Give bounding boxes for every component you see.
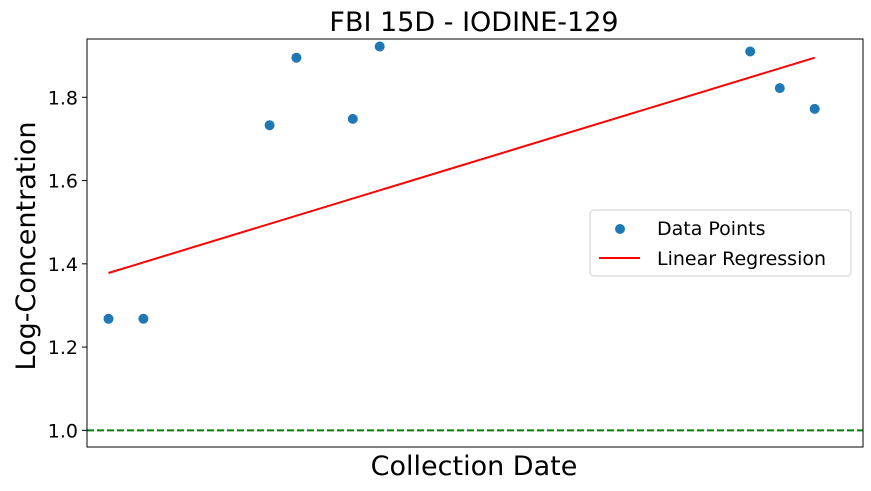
y-tick-label-3: 1.6	[48, 171, 78, 193]
y-tick-label-2: 1.4	[48, 254, 78, 276]
y-axis: 1.0 1.2 1.4 1.6 1.8	[48, 87, 87, 442]
legend-marker-data-points	[615, 224, 625, 234]
axes-frame	[86, 38, 864, 448]
chart-title: FBI 15D - IODINE-129	[329, 7, 618, 38]
y-tick-label-1: 1.2	[48, 337, 78, 359]
data-point-6	[745, 46, 756, 57]
legend-label-data-points: Data Points	[657, 218, 765, 240]
data-point-2	[264, 120, 275, 131]
data-point-0	[103, 313, 114, 324]
linear-regression-line	[108, 56, 815, 274]
legend: Data Points Linear Regression	[589, 209, 852, 277]
data-point-3	[291, 52, 302, 63]
y-tick-label-4: 1.8	[48, 87, 78, 109]
y-axis-label: Log-Concentration	[11, 122, 42, 371]
data-point-7	[774, 83, 785, 94]
data-point-8	[809, 103, 820, 114]
x-axis-label: Collection Date	[371, 451, 578, 482]
data-point-4	[347, 113, 358, 124]
legend-box	[589, 209, 852, 277]
y-tick-label-0: 1.0	[48, 420, 78, 442]
plot-area	[87, 41, 863, 432]
legend-label-linear-regression: Linear Regression	[657, 248, 826, 270]
data-point-1	[138, 313, 149, 324]
data-point-5	[374, 41, 385, 52]
